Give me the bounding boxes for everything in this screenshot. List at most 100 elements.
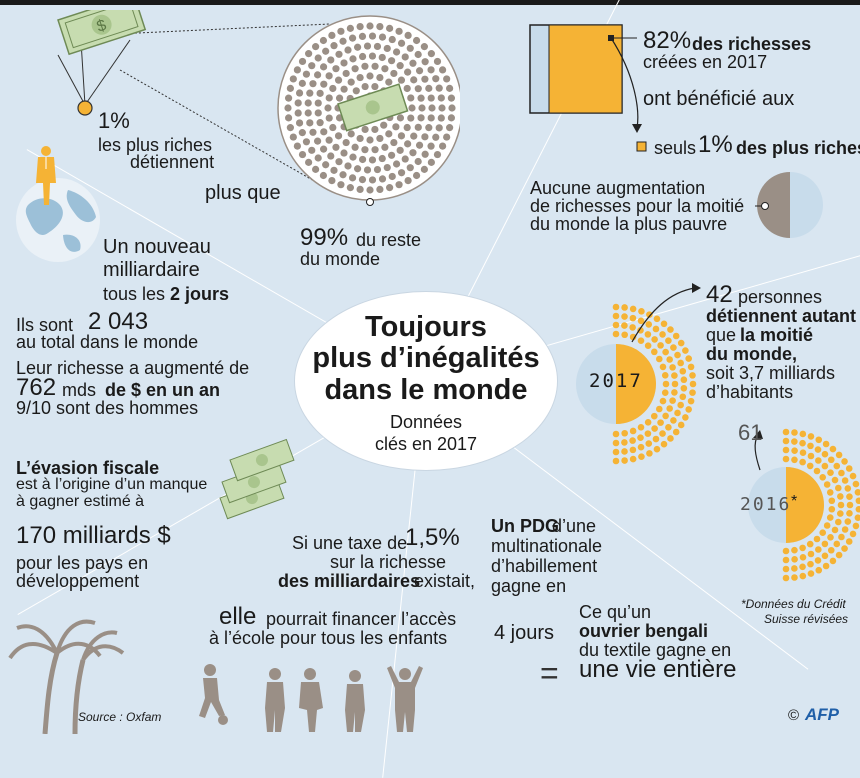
population-dot <box>368 176 377 184</box>
population-dot <box>396 114 405 122</box>
population-dot <box>407 94 415 102</box>
population-dot <box>366 186 374 194</box>
wealth-dot-2017 <box>629 446 637 454</box>
population-dot <box>390 69 398 78</box>
population-dot <box>286 124 294 132</box>
population-dot <box>443 133 451 141</box>
wealth-dot-2017 <box>687 363 695 371</box>
wealth-dot-2016 <box>849 472 857 480</box>
wealth-dot-2016 <box>791 447 798 454</box>
population-dot <box>368 32 377 40</box>
globe-billionaire-illustration <box>16 146 100 262</box>
population-dot <box>415 141 424 149</box>
wealth-dot-2016 <box>833 462 841 470</box>
taxe-pct: 1,5% <box>405 524 460 551</box>
population-dot <box>366 72 374 80</box>
wealth-dot-2017 <box>637 434 644 441</box>
pin-dot <box>366 198 374 206</box>
population-dot <box>322 47 330 55</box>
subtitle-line2: clés en 2017 <box>374 433 478 454</box>
wealth-dot-2017 <box>612 448 620 456</box>
wealth-dot-2017 <box>671 389 678 396</box>
detiennent-label: détiennent autant <box>706 306 857 326</box>
population-dot <box>325 94 333 102</box>
soit-label: soit 3,7 milliards <box>706 363 836 383</box>
population-dot <box>366 22 374 30</box>
pct-82-label: 82% <box>643 27 692 54</box>
wealth-dot-2016 <box>845 538 853 545</box>
population-dot <box>425 124 433 132</box>
population-dot <box>314 54 322 62</box>
wealth-dot-2017 <box>667 435 674 442</box>
population-dot <box>324 104 332 112</box>
wealth-dot-2016 <box>815 546 822 553</box>
population-dot <box>363 42 372 50</box>
population-dot <box>308 146 316 154</box>
population-dot <box>378 33 387 41</box>
wealth-dot-2016 <box>821 462 829 470</box>
wealth-dot-2017 <box>667 326 674 333</box>
population-dot <box>298 129 306 137</box>
population-dot <box>388 151 396 159</box>
population-dot <box>358 155 367 164</box>
wealth-dot-2016 <box>814 446 822 453</box>
population-dot <box>433 57 442 66</box>
wealth-dot-2016 <box>791 429 798 436</box>
population-dot <box>420 43 428 51</box>
population-dot <box>335 158 343 166</box>
population-dot <box>414 50 422 59</box>
gagne-en-label: gagne en <box>491 576 567 596</box>
population-dot <box>356 22 364 31</box>
wealth-dot-2017 <box>621 429 628 437</box>
population-dot <box>328 31 336 39</box>
wealth-dot-2017 <box>645 321 653 328</box>
population-dot <box>332 143 340 151</box>
wealth-dot-2016 <box>799 439 806 447</box>
population-dot <box>404 68 412 76</box>
wealth-dot-2017 <box>660 320 668 328</box>
riches-line1: les plus riches <box>98 135 213 155</box>
population-dot <box>427 158 435 166</box>
personnes-label: personnes <box>738 287 823 307</box>
wealth-dot-2017 <box>689 380 697 388</box>
wealth-dot-2017 <box>612 303 620 311</box>
title-line1: Toujours <box>365 311 487 343</box>
wealth-dot-2017 <box>653 315 661 323</box>
children-silhouettes <box>199 664 423 732</box>
wealth-dot-2016 <box>819 529 827 537</box>
population-dot <box>371 82 379 91</box>
population-dot <box>395 181 403 189</box>
population-dot <box>388 35 396 44</box>
population-dot <box>410 132 418 140</box>
wealth-dot-2016 <box>827 469 834 476</box>
population-dot <box>378 175 387 183</box>
wealth-dot-2017 <box>651 336 658 343</box>
wealth-dot-2016 <box>835 484 842 492</box>
wealth-dot-2016 <box>852 522 860 530</box>
wealth-dot-2017 <box>656 405 663 413</box>
wealth-dot-2016 <box>835 518 842 526</box>
wealth-dot-2016 <box>855 505 860 513</box>
wealth-dot-2016 <box>799 563 806 571</box>
evasion-label: L’évasion fiscale <box>16 458 160 478</box>
population-dot <box>386 184 394 192</box>
population-dot <box>421 133 429 141</box>
population-dot <box>376 185 384 194</box>
population-dot <box>330 42 338 50</box>
money-network-illustration: $ <box>57 10 460 206</box>
aucune-line2: de richesses pour la moitié <box>530 196 745 216</box>
wealth-dot-2016 <box>823 481 831 488</box>
wealth-dot-2017 <box>671 372 678 379</box>
population-dot <box>334 76 343 84</box>
wealth-dot-2017 <box>629 324 636 331</box>
wealth-dot-2017 <box>662 412 669 420</box>
population-dot <box>437 114 445 122</box>
wealth-dot-2016 <box>852 480 860 488</box>
wealth-dot-2016 <box>807 452 815 460</box>
population-dot <box>435 124 443 132</box>
textile-label: du textile gagne en <box>579 640 732 660</box>
population-dot <box>289 133 297 141</box>
wealth-dot-2016 <box>791 546 798 554</box>
wealth-dot-2016 <box>841 526 849 533</box>
wealth-dot-2017 <box>689 372 696 379</box>
